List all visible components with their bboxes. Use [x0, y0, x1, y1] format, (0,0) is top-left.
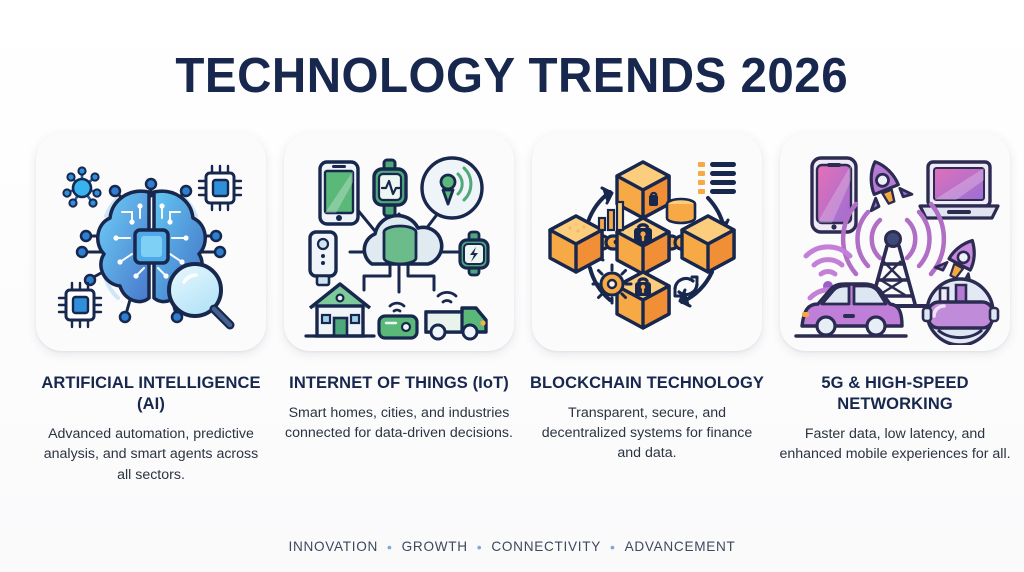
card-icon-panel-blockchain	[532, 133, 762, 351]
house-icon	[303, 281, 376, 338]
microchip-icon-top	[197, 164, 242, 211]
card-title-blockchain: BLOCKCHAIN TECHNOLOGY	[529, 374, 764, 392]
card-desc-networking: Faster data, low latency, and enhanced m…	[779, 426, 1011, 463]
list-icon	[697, 161, 736, 194]
bar-chart-icon	[597, 200, 624, 231]
coin-stack-icon	[665, 197, 696, 224]
card-desc-ai: Advanced automation, predictive analysis…	[43, 426, 259, 483]
wifi-icon-upper	[803, 243, 852, 291]
car-icon	[793, 281, 908, 338]
refresh-arrows-icon	[672, 275, 699, 297]
signal-dish-icon	[419, 155, 484, 220]
card-desc-iot: Smart homes, cities, and industries conn…	[285, 405, 513, 442]
card-title-networking: 5G & HIGH-SPEED NETWORKING	[821, 374, 969, 414]
card-icon-panel-ai	[36, 133, 266, 351]
locked-cube-bottom	[614, 269, 671, 330]
smartphone-icon	[317, 159, 360, 226]
smart-hub-icon	[376, 301, 419, 340]
smartphone-icon	[809, 155, 858, 234]
footer-separator-2: •	[476, 538, 483, 555]
cube-right	[679, 213, 736, 274]
card-blockchain-technology[interactable]: BLOCKCHAIN TECHNOLOGY Transparent, secur…	[529, 133, 764, 485]
card-desc-blockchain: Transparent, secure, and decentralized s…	[541, 405, 753, 462]
card-icon-panel-networking	[780, 133, 1010, 351]
page-title: TECHNOLOGY TRENDS 2026	[175, 49, 849, 103]
microchip-icon-bottom	[57, 281, 102, 328]
card-artificial-intelligence[interactable]: ARTIFICIAL INTELLIGENCE (AI) Advanced au…	[36, 133, 266, 485]
iot-connected-devices-icon	[303, 155, 490, 340]
cube-left	[547, 213, 604, 274]
gear-icon	[591, 263, 632, 304]
card-icon-panel-iot	[284, 133, 514, 351]
vr-headset-icon	[921, 276, 999, 345]
footer-item-growth: GROWTH	[401, 539, 468, 554]
smartwatch-icon-right	[457, 230, 490, 276]
cloud-database-icon	[362, 213, 443, 266]
delivery-truck-icon	[423, 290, 488, 340]
card-title-ai: ARTIFICIAL INTELLIGENCE (AI)	[41, 374, 261, 414]
cards-row: ARTIFICIAL INTELLIGENCE (AI) Advanced au…	[36, 133, 1011, 485]
blockchain-cubes-icon	[547, 159, 736, 330]
card-internet-of-things[interactable]: INTERNET OF THINGS (IoT) Smart homes, ci…	[284, 133, 514, 485]
locked-cube-center	[614, 215, 671, 276]
card-5g-networking[interactable]: 5G & HIGH-SPEED NETWORKING Faster data, …	[779, 133, 1011, 485]
usb-device-icon	[307, 229, 338, 286]
networking-tower-icon	[793, 155, 1000, 345]
footer-item-advancement: ADVANCEMENT	[624, 539, 736, 554]
footer-tagline: INNOVATION • GROWTH • CONNECTIVITY • ADV…	[0, 539, 1024, 554]
rocket-icon-top	[869, 159, 913, 212]
footer-separator-1: •	[387, 538, 393, 555]
footer-separator-3: •	[610, 538, 616, 555]
laptop-icon	[917, 159, 1000, 220]
card-title-iot: INTERNET OF THINGS (IoT)	[289, 374, 509, 392]
locked-cube-top	[614, 159, 671, 220]
footer-item-innovation: INNOVATION	[288, 539, 379, 554]
network-hub-icon	[61, 165, 102, 208]
smartwatch-icon-top	[371, 158, 408, 217]
footer-item-connectivity: CONNECTIVITY	[491, 539, 601, 554]
ai-brain-circuit-icon	[57, 164, 242, 329]
magnifier-icon	[166, 261, 234, 329]
